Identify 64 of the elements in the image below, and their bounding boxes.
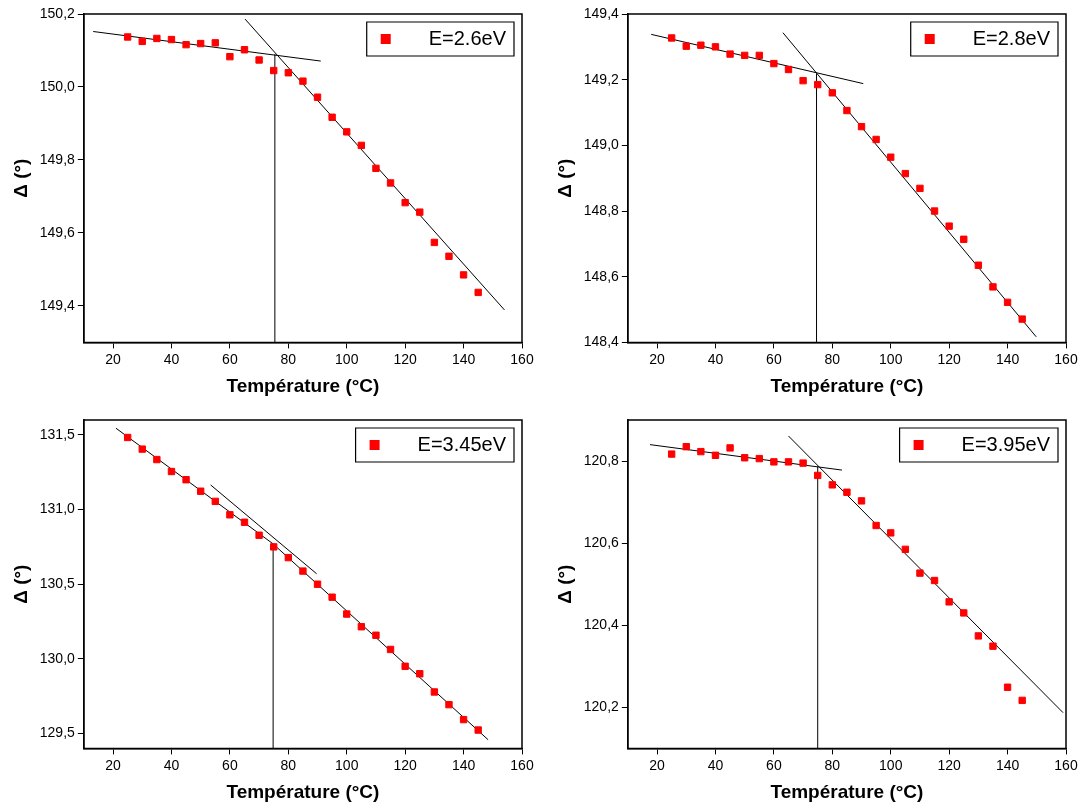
x-tick-label: 80 — [280, 756, 297, 773]
x-tick-label: 140 — [451, 350, 476, 367]
x-tick-label: 120 — [393, 350, 418, 367]
x-tick-label: 100 — [879, 756, 903, 773]
x-tick-label: 60 — [222, 350, 238, 367]
x-tick-label: 120 — [937, 350, 962, 367]
x-tick-label: 100 — [879, 350, 903, 367]
legend-label: E=2.8eV — [972, 26, 1051, 49]
x-tick-label: 60 — [222, 756, 238, 773]
y-tick-label: 150,2 — [39, 4, 76, 21]
legend-label: E=2.6eV — [428, 26, 507, 49]
x-axis-title: Température (°C) — [226, 780, 380, 802]
y-tick-label: 149,0 — [583, 136, 620, 153]
x-tick-label: 80 — [824, 756, 841, 773]
y-tick-label: 120,2 — [583, 698, 620, 715]
x-tick-label: 80 — [824, 350, 841, 367]
y-axis-title: Δ (°) — [9, 564, 31, 604]
y-tick-label: 148,8 — [583, 201, 620, 218]
x-tick-label: 160 — [510, 756, 534, 773]
y-tick-label: 149,8 — [39, 150, 76, 167]
y-tick-label: 120,4 — [583, 616, 620, 633]
x-tick-label: 160 — [510, 350, 534, 367]
x-tick-label: 20 — [649, 350, 666, 367]
x-tick-label: 80 — [280, 350, 297, 367]
x-tick-label: 40 — [163, 350, 180, 367]
legend-label: E=3.45eV — [417, 432, 507, 455]
y-tick-label: 148,4 — [583, 333, 620, 350]
x-tick-label: 20 — [105, 756, 122, 773]
legend-label: E=3.95eV — [961, 432, 1051, 455]
x-tick-label: 160 — [1054, 350, 1078, 367]
x-tick-label: 140 — [995, 350, 1020, 367]
y-tick-label: 149,6 — [39, 223, 76, 240]
x-axis-title: Température (°C) — [226, 374, 380, 396]
y-tick-label: 149,4 — [583, 4, 620, 21]
y-tick-label: 150,0 — [39, 77, 76, 94]
y-tick-label: 130,0 — [39, 649, 76, 666]
x-tick-label: 140 — [995, 756, 1020, 773]
x-tick-label: 60 — [766, 756, 782, 773]
x-tick-label: 120 — [393, 756, 418, 773]
x-axis-title: Température (°C) — [770, 374, 924, 396]
x-tick-label: 120 — [937, 756, 962, 773]
x-tick-label: 40 — [163, 756, 180, 773]
y-tick-label: 131,0 — [39, 500, 76, 517]
y-tick-label: 130,5 — [39, 575, 76, 592]
x-axis-title: Température (°C) — [770, 780, 924, 802]
y-tick-label: 149,2 — [583, 70, 620, 87]
x-tick-label: 60 — [766, 350, 782, 367]
y-tick-label: 148,6 — [583, 267, 620, 284]
x-tick-label: 40 — [707, 350, 724, 367]
x-tick-label: 20 — [105, 350, 122, 367]
x-tick-label: 40 — [707, 756, 724, 773]
x-tick-label: 160 — [1054, 756, 1078, 773]
x-tick-label: 100 — [335, 756, 359, 773]
y-axis-title: Δ (°) — [553, 158, 575, 198]
y-axis-title: Δ (°) — [9, 158, 31, 198]
x-tick-label: 100 — [335, 350, 359, 367]
y-tick-label: 131,5 — [39, 425, 76, 442]
y-tick-label: 120,6 — [583, 534, 620, 551]
y-axis-title: Δ (°) — [553, 564, 575, 604]
x-tick-label: 20 — [649, 756, 666, 773]
y-tick-label: 120,8 — [583, 451, 620, 468]
x-tick-label: 140 — [451, 756, 476, 773]
y-tick-label: 129,5 — [39, 724, 76, 741]
y-tick-label: 149,4 — [39, 296, 76, 313]
